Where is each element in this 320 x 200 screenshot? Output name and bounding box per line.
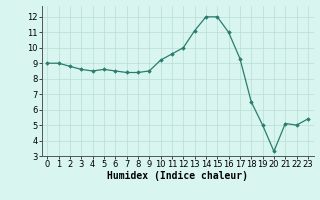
X-axis label: Humidex (Indice chaleur): Humidex (Indice chaleur) (107, 171, 248, 181)
